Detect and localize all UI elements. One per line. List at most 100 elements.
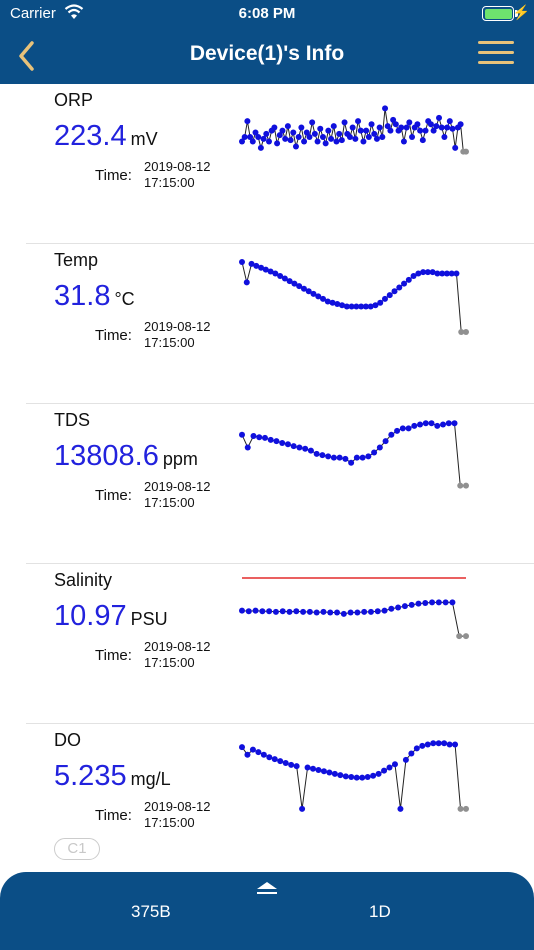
data-point (301, 138, 308, 145)
data-point (284, 441, 291, 448)
data-point (300, 608, 307, 615)
data-point (295, 134, 302, 140)
data-point (422, 600, 429, 606)
data-point (328, 135, 335, 142)
sensor-card-salinity[interactable]: Salinity 10.97 PSU Time: 2019-08-12 17:15:… (26, 564, 534, 724)
data-point (402, 756, 409, 763)
data-point (296, 444, 303, 451)
data-point (250, 433, 257, 439)
data-point (361, 608, 368, 615)
data-point (359, 774, 366, 781)
sensor-card-tds[interactable]: TDS 13808.6 ppm Time: 2019-08-12 17:15:00 (26, 404, 534, 564)
sensor-name: Salinity (54, 570, 113, 590)
data-point (243, 279, 250, 286)
data-point (401, 280, 408, 287)
hamburger-menu-icon[interactable] (478, 41, 514, 69)
data-point (239, 431, 245, 438)
data-point (394, 427, 401, 434)
sensor-name: DO (54, 730, 81, 750)
charging-icon: ⚡ (512, 4, 530, 20)
data-point (305, 288, 312, 295)
data-point (279, 440, 286, 446)
data-point (282, 135, 289, 142)
data-point (417, 127, 424, 134)
data-point (286, 278, 293, 285)
data-point (271, 756, 278, 763)
tab-375b[interactable]: 375B (131, 902, 171, 921)
data-point (424, 741, 431, 748)
data-point (244, 751, 251, 758)
data-point (260, 751, 267, 758)
eject-up-icon[interactable] (254, 880, 280, 896)
timestamp: 2019-08-12 17:15:00 (144, 639, 211, 671)
data-point (429, 269, 436, 276)
data-point (249, 746, 256, 753)
data-point (310, 765, 317, 772)
timestamp-clock: 17:15:00 (144, 815, 195, 830)
data-point (299, 805, 306, 812)
data-point (409, 134, 416, 140)
data-point (390, 116, 397, 123)
data-point (307, 447, 314, 454)
channel-chip[interactable]: C1 (54, 838, 100, 860)
sensor-unit: °C (114, 289, 135, 309)
data-point (265, 138, 272, 145)
data-point (362, 303, 369, 310)
data-point (440, 421, 447, 428)
data-point (261, 434, 268, 441)
timestamp: 2019-08-12 17:15:00 (144, 799, 211, 831)
data-point (382, 438, 389, 445)
data-point (434, 422, 441, 429)
data-point (410, 273, 417, 279)
timestamp-date: 2019-08-12 (144, 639, 211, 654)
data-point (374, 608, 381, 615)
data-point (359, 454, 366, 461)
data-point (340, 610, 347, 617)
data-point (382, 105, 389, 112)
data-point (271, 124, 278, 131)
data-point (319, 452, 326, 459)
sensor-card-orp[interactable]: ORP 223.4 mV Time: 2019-08-12 17:15:00 (26, 84, 534, 244)
navigation-bar: Device(1)'s Info (0, 28, 534, 84)
tds-trend-chart (239, 420, 469, 489)
data-point (343, 303, 350, 310)
time-label: Time: (95, 487, 132, 504)
data-point (446, 118, 453, 125)
data-point (336, 130, 343, 137)
data-point (255, 749, 262, 756)
salinity-trend-chart (239, 577, 469, 640)
data-point (315, 767, 322, 773)
sensor-card-temp[interactable]: Temp 31.8 °C Time: 2019-08-12 17:15:00 (26, 244, 534, 404)
data-point (258, 264, 265, 271)
data-point (259, 608, 266, 615)
data-point (419, 742, 426, 749)
sensor-name: ORP (54, 90, 94, 110)
data-point (415, 270, 422, 277)
data-point (281, 275, 288, 282)
data-point (457, 805, 464, 812)
data-point (330, 123, 337, 130)
sensor-name: Temp (54, 250, 99, 270)
data-point (463, 805, 469, 812)
sensor-unit: ppm (162, 449, 198, 469)
data-point (341, 119, 348, 126)
sensor-reading: 223.4 (54, 120, 127, 152)
data-point (458, 329, 465, 335)
data-point (331, 770, 338, 777)
data-point (443, 270, 450, 277)
data-point (446, 741, 453, 748)
data-point (319, 134, 326, 140)
data-point (348, 303, 355, 310)
tab-1d[interactable]: 1D (369, 902, 391, 921)
data-point (442, 599, 449, 606)
data-point (267, 436, 274, 443)
page-title: Device(1)'s Info (189, 42, 345, 65)
data-point (334, 609, 341, 616)
data-point (325, 127, 332, 134)
data-point (293, 763, 300, 770)
chevron-left-icon[interactable] (12, 38, 42, 74)
timestamp-date: 2019-08-12 (144, 159, 211, 174)
data-point (371, 449, 378, 456)
sensor-value: 31.8 °C (54, 280, 135, 313)
sensor-card-do[interactable]: DO 5.235 mg/L Time: 2019-08-12 17:15:00 (26, 724, 534, 884)
